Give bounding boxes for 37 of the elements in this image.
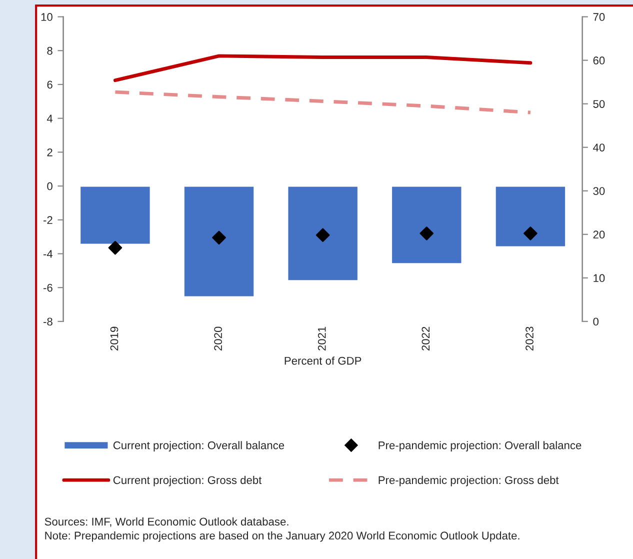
y2-tick-label: 0	[593, 318, 599, 326]
point	[108, 240, 122, 255]
y-tick-label: 6	[47, 80, 52, 89]
y-tick-label: -6	[44, 284, 52, 292]
y2-tick-label: 50	[593, 100, 605, 108]
x-tick-label: 2019	[110, 326, 118, 350]
y-tick-label: 8	[47, 46, 52, 55]
text: Note: Prepandemic projections are based on the January 2020 World Economic Outlook Update.	[45, 531, 520, 542]
point	[524, 226, 538, 240]
line-series	[113, 90, 532, 114]
point	[212, 230, 226, 245]
y2-tick-label: 30	[593, 187, 605, 195]
legend-label: Pre-pandemic projection: Gross debt	[378, 476, 559, 486]
y-tick-label: -2	[44, 216, 52, 224]
y2-tick-label: 70	[593, 13, 605, 21]
y-tick-label: 2	[47, 148, 52, 156]
y-tick-label: 4	[46, 114, 53, 122]
legend-label: Pre-pandemic projection: Overall balance	[378, 441, 582, 452]
point	[420, 226, 434, 240]
x-tick-label: 2020	[214, 326, 222, 350]
y2-tick-label: 60	[593, 56, 605, 64]
y-tick-label: -4	[44, 250, 53, 258]
x-axis-title: Percent of GDP	[284, 356, 362, 365]
point	[316, 228, 330, 242]
y-tick-label: 10	[41, 13, 52, 21]
y2-tick-label: 40	[593, 144, 605, 152]
x-tick-label: 2023	[526, 326, 534, 350]
y2-tick-label: 20	[593, 230, 605, 239]
legend-label: Current projection: Overall balance	[113, 441, 284, 452]
x-tick-label: 2022	[422, 326, 430, 350]
y-tick-label: 0	[47, 182, 52, 190]
x-tick-label: 2021	[318, 326, 326, 350]
legend-label: Current projection: Gross debt	[113, 476, 262, 486]
line-series	[113, 54, 532, 82]
source-note: Sources: IMF, World Economic Outlook database.	[44, 517, 288, 527]
y-tick-label: -8	[44, 318, 52, 326]
y2-tick-label: 10	[594, 274, 605, 282]
